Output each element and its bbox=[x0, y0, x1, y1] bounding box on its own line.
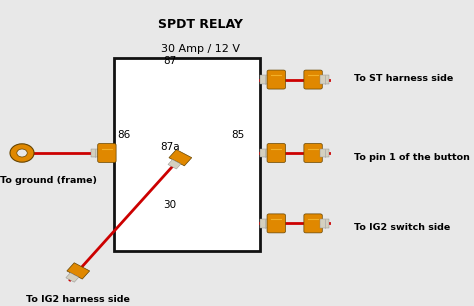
Text: To ground (frame): To ground (frame) bbox=[0, 176, 97, 185]
Text: 86: 86 bbox=[117, 130, 130, 140]
Text: SPDT RELAY: SPDT RELAY bbox=[158, 18, 243, 31]
Circle shape bbox=[17, 149, 27, 157]
FancyBboxPatch shape bbox=[320, 219, 329, 228]
Text: 85: 85 bbox=[232, 130, 245, 140]
Polygon shape bbox=[169, 150, 192, 166]
FancyBboxPatch shape bbox=[260, 219, 269, 228]
Text: 87: 87 bbox=[163, 56, 176, 66]
FancyBboxPatch shape bbox=[260, 149, 269, 157]
Polygon shape bbox=[67, 263, 90, 279]
FancyBboxPatch shape bbox=[91, 149, 100, 157]
FancyBboxPatch shape bbox=[320, 149, 329, 157]
FancyBboxPatch shape bbox=[267, 214, 285, 233]
FancyBboxPatch shape bbox=[304, 214, 322, 233]
Text: To ST harness side: To ST harness side bbox=[355, 73, 454, 83]
FancyBboxPatch shape bbox=[320, 75, 329, 84]
FancyBboxPatch shape bbox=[98, 144, 116, 162]
Text: To IG2 switch side: To IG2 switch side bbox=[355, 223, 451, 233]
Text: 87a: 87a bbox=[160, 142, 180, 152]
FancyBboxPatch shape bbox=[267, 144, 285, 162]
Text: To pin 1 of the button: To pin 1 of the button bbox=[355, 153, 470, 162]
Text: 30: 30 bbox=[163, 200, 176, 210]
FancyBboxPatch shape bbox=[260, 75, 269, 84]
FancyBboxPatch shape bbox=[304, 144, 322, 162]
Polygon shape bbox=[168, 159, 181, 169]
Polygon shape bbox=[66, 273, 79, 282]
FancyBboxPatch shape bbox=[304, 70, 322, 89]
Text: 30 Amp / 12 V: 30 Amp / 12 V bbox=[161, 44, 240, 54]
Circle shape bbox=[10, 144, 34, 162]
FancyBboxPatch shape bbox=[267, 70, 285, 89]
Text: To IG2 harness side: To IG2 harness side bbox=[26, 295, 130, 304]
FancyBboxPatch shape bbox=[114, 58, 260, 251]
